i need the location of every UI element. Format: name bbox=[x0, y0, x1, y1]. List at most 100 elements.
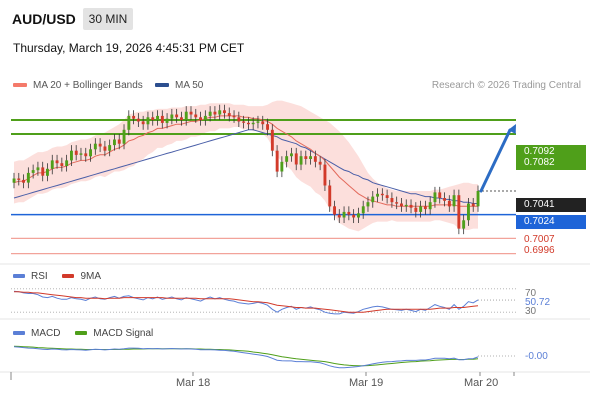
datetime-label: Thursday, March 19, 2026 4:45:31 PM CET bbox=[13, 41, 245, 55]
candle bbox=[261, 115, 265, 130]
candle-body bbox=[242, 121, 246, 123]
candle-body bbox=[74, 150, 78, 155]
candle bbox=[117, 133, 121, 150]
candle-body bbox=[12, 178, 16, 183]
candle bbox=[84, 147, 88, 162]
candle-body bbox=[285, 156, 289, 162]
candle bbox=[318, 156, 322, 171]
candle-body bbox=[467, 203, 470, 221]
candle-body bbox=[79, 153, 83, 155]
candle bbox=[232, 110, 236, 123]
candle bbox=[184, 106, 188, 126]
x-label-mar18: Mar 18 bbox=[176, 377, 211, 389]
candle-body bbox=[290, 153, 293, 157]
candle bbox=[337, 209, 341, 224]
candle bbox=[419, 200, 423, 218]
candle-body bbox=[390, 198, 394, 203]
macd-legend: MACD MACD Signal bbox=[13, 328, 153, 339]
candle bbox=[428, 196, 432, 215]
candle bbox=[237, 111, 241, 128]
candle-body bbox=[237, 117, 241, 122]
resistance-label-2: 0.7082 bbox=[516, 156, 586, 170]
candle-body bbox=[256, 121, 260, 123]
symbol-title: AUD/USD bbox=[12, 11, 76, 27]
candle-body bbox=[299, 156, 303, 165]
macd-legend-label: MACD bbox=[31, 328, 61, 339]
candle-body bbox=[218, 110, 222, 115]
candle-body bbox=[65, 160, 69, 166]
candle bbox=[189, 106, 193, 121]
candle bbox=[17, 172, 21, 186]
candle-body bbox=[232, 115, 236, 118]
candle bbox=[352, 209, 356, 224]
candle bbox=[65, 154, 69, 172]
candle bbox=[93, 138, 97, 155]
candle bbox=[36, 161, 40, 176]
candle-body bbox=[93, 143, 97, 150]
candle bbox=[41, 161, 45, 182]
candle bbox=[395, 196, 399, 210]
candle bbox=[371, 191, 375, 208]
legend-ma50-label: MA 50 bbox=[175, 80, 204, 91]
candle-body bbox=[26, 172, 30, 183]
candle-body bbox=[328, 185, 332, 207]
legend-ma50-swatch bbox=[155, 83, 169, 88]
candle-body bbox=[447, 200, 451, 207]
candle-body bbox=[251, 122, 255, 125]
candle bbox=[70, 145, 73, 166]
candle bbox=[285, 150, 289, 168]
candle bbox=[79, 147, 83, 161]
candle bbox=[304, 150, 308, 165]
legend-ma20-label: MA 20 + Bollinger Bands bbox=[33, 80, 143, 91]
macd-swatch bbox=[13, 331, 25, 336]
candle bbox=[108, 139, 112, 157]
candle bbox=[328, 179, 332, 212]
candle-body bbox=[280, 161, 284, 172]
candle-body bbox=[400, 203, 403, 207]
candle bbox=[218, 104, 222, 121]
candle-body bbox=[103, 146, 107, 151]
candle-body bbox=[304, 156, 308, 159]
macd-value-label: -0.00 bbox=[525, 351, 548, 362]
candle bbox=[409, 199, 413, 214]
candle bbox=[476, 185, 480, 212]
candle bbox=[165, 113, 169, 129]
candle-body bbox=[194, 114, 198, 118]
candle bbox=[471, 197, 475, 212]
candle-body bbox=[357, 213, 360, 218]
legend-ma20-swatch bbox=[13, 83, 27, 88]
candle-body bbox=[122, 129, 126, 144]
candle bbox=[31, 164, 35, 179]
candle bbox=[194, 108, 198, 123]
candle bbox=[22, 174, 25, 189]
x-label-mar19: Mar 19 bbox=[349, 377, 384, 389]
candle-body bbox=[146, 117, 150, 125]
legend-ma50: MA 50 bbox=[155, 80, 203, 91]
trend-arrow-head bbox=[508, 124, 516, 134]
chart-grid bbox=[0, 263, 590, 373]
candle-body bbox=[36, 167, 40, 171]
macd-line bbox=[13, 346, 479, 369]
candle bbox=[55, 154, 59, 169]
candle-body bbox=[213, 111, 217, 115]
candle-body bbox=[380, 193, 384, 196]
x-label-mar20: Mar 20 bbox=[464, 377, 499, 389]
candle bbox=[146, 111, 150, 130]
candle bbox=[423, 200, 427, 215]
macd-panel bbox=[13, 345, 516, 369]
candle-body bbox=[108, 145, 112, 151]
candle bbox=[438, 186, 442, 204]
candle bbox=[443, 192, 446, 207]
candle-body bbox=[452, 195, 456, 207]
candle-body bbox=[31, 170, 35, 173]
candle-body bbox=[160, 115, 164, 123]
candle-body bbox=[419, 206, 423, 212]
timeframe-button[interactable]: 30 MIN bbox=[83, 8, 133, 30]
candle bbox=[447, 195, 451, 212]
candle-body bbox=[247, 122, 250, 125]
candle-body bbox=[342, 211, 346, 218]
candle-body bbox=[323, 164, 327, 186]
candle-body bbox=[55, 160, 59, 164]
candle bbox=[400, 197, 403, 212]
candle bbox=[452, 189, 456, 212]
